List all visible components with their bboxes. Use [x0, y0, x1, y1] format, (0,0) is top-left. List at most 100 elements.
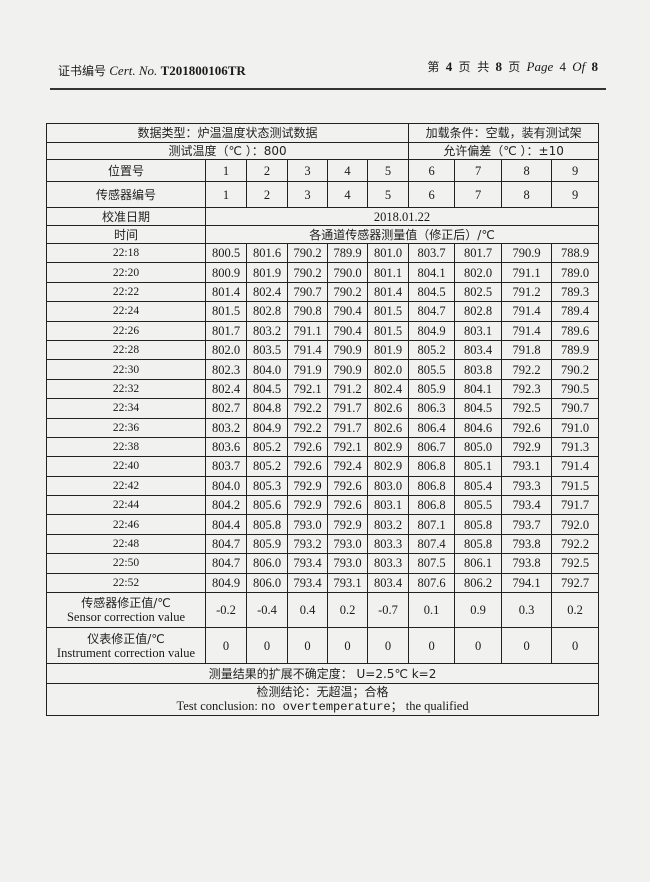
- measurement-cell: 804.9: [408, 320, 456, 341]
- measurement-cell: 792.6: [287, 436, 328, 458]
- time-cell: 22:26: [46, 320, 206, 341]
- measurement-cell: 790.9: [327, 339, 368, 361]
- sensor-number: 1: [205, 181, 247, 208]
- measurement-cell: 801.9: [246, 262, 288, 283]
- tolerance: 允许偏差（℃ ）：±10: [408, 142, 600, 160]
- time-cell: 22:44: [46, 495, 206, 516]
- measurement-cell: 802.4: [366, 378, 410, 400]
- position-number: 6: [408, 159, 456, 182]
- measurement-cell: 806.8: [408, 495, 456, 516]
- table-row: 22:38 803.6 805.2 792.6 792.1 802.9 806.7 805.0…: [46, 436, 600, 458]
- page-cn-suffix: 页: [508, 60, 521, 74]
- measurement-cell: 805.9: [246, 533, 288, 555]
- instrument-correction-value: 0: [501, 627, 553, 665]
- measurement-cell: 805.5: [454, 495, 503, 516]
- measurement-cell: 793.0: [287, 514, 328, 535]
- time-cell: 22:46: [46, 514, 206, 535]
- measurement-cell: 790.7: [551, 398, 600, 419]
- table-row: 22:32 802.4 804.5 792.1 791.2 802.4 805.9 804.1…: [46, 378, 600, 400]
- measurement-cell: 804.7: [205, 553, 247, 574]
- measurement-cell: 791.0: [551, 417, 600, 438]
- measurement-cell: 805.8: [454, 533, 503, 555]
- measurement-cell: 803.1: [366, 495, 410, 516]
- measurement-cell: 789.3: [551, 281, 600, 303]
- measurement-cell: 794.1: [501, 572, 553, 594]
- measurement-cell: 790.0: [327, 262, 368, 283]
- measurement-cell: 792.0: [551, 514, 600, 535]
- measurement-cell: 807.6: [408, 572, 456, 594]
- measurement-cell: 800.5: [205, 242, 247, 264]
- measurement-cell: 805.2: [246, 456, 288, 477]
- measurement-cell: 793.7: [501, 514, 553, 535]
- measurement-cell: 803.3: [366, 533, 410, 555]
- time-cell: 22:52: [46, 572, 206, 594]
- time-cell: 22:42: [46, 475, 206, 497]
- measurement-cell: 801.5: [366, 320, 410, 341]
- measurement-cell: 791.4: [551, 456, 600, 477]
- measurement-cell: 790.2: [327, 281, 368, 303]
- measurement-cell: 803.3: [366, 553, 410, 574]
- measurement-cell: 791.7: [327, 417, 368, 438]
- measurement-cell: 804.9: [205, 572, 247, 594]
- measurement-cell: 806.8: [408, 456, 456, 477]
- table-row: 22:30 802.3 804.0 791.9 790.9 802.0 805.5 803.8…: [46, 359, 600, 380]
- measurement-cell: 791.9: [287, 359, 328, 380]
- measurement-cell: 805.0: [454, 436, 503, 458]
- measurement-cell: 792.9: [287, 495, 328, 516]
- measurement-cell: 804.0: [205, 475, 247, 497]
- conclusion: 检测结论：无超温；合格 Test conclusion: no overtemp…: [45, 683, 600, 717]
- conclusion-en-prefix: Test conclusion:: [176, 699, 262, 714]
- measurement-cell: 791.7: [551, 495, 600, 516]
- measurement-cell: 803.2: [366, 514, 410, 535]
- measurement-cell: 804.7: [408, 301, 456, 322]
- measurement-cell: 805.3: [246, 475, 288, 497]
- measurement-cell: 801.7: [454, 242, 503, 264]
- measurement-cell: 790.2: [287, 242, 328, 264]
- furnace-temperature-table: 数据类型：炉温温度状态测试数据 加载条件：空载，装有测试架 测试温度（℃ ）：8…: [45, 123, 600, 717]
- measurement-cell: 793.4: [287, 572, 328, 594]
- measurement-cell: 805.4: [454, 475, 503, 497]
- measurement-cell: 802.9: [366, 456, 410, 477]
- measurement-cell: 792.9: [327, 514, 368, 535]
- measurement-cell: 793.0: [327, 553, 368, 574]
- sensor-correction-value: -0.2: [205, 592, 247, 629]
- sensor-number: 9: [551, 181, 600, 208]
- time-cell: 22:20: [46, 262, 206, 283]
- measurement-cell: 802.3: [205, 359, 247, 380]
- measurement-cell: 804.7: [205, 533, 247, 555]
- table-row: 22:20 800.9 801.9 790.2 790.0 801.1 804.1 802.0…: [46, 262, 600, 283]
- table-row: 22:48 804.7 805.9 793.2 793.0 803.3 807.4 805.8…: [46, 533, 600, 555]
- measurement-cell: 802.0: [454, 262, 503, 283]
- page-total-en: 8: [591, 59, 599, 74]
- measurement-cell: 803.6: [205, 436, 247, 458]
- sensor-correction-value: -0.4: [246, 592, 288, 629]
- measurement-cell: 791.2: [327, 378, 368, 400]
- measurement-cell: 803.7: [205, 456, 247, 477]
- instrument-correction-value: 0: [327, 627, 368, 665]
- measurement-cell: 804.8: [246, 398, 288, 419]
- measurement-cell: 801.4: [366, 281, 410, 303]
- measurement-cell: 792.1: [287, 378, 328, 400]
- measurement-cell: 790.5: [551, 378, 600, 400]
- uncertainty: 测量结果的扩展不确定度： U=2.5℃ k=2: [45, 663, 600, 685]
- cert-no: T201800106TR: [160, 63, 246, 78]
- position-number: 8: [501, 159, 553, 182]
- measurement-cell: 803.4: [366, 572, 410, 594]
- page-total: 8: [495, 59, 503, 74]
- position-number: 3: [287, 159, 328, 182]
- instrument-correction-label-cn: 仪表修正值/℃: [87, 631, 165, 646]
- page-cn-prefix: 第: [427, 60, 440, 74]
- measurement-cell: 805.5: [408, 359, 456, 380]
- measurement-cell: 792.7: [551, 572, 600, 594]
- measurement-cell: 804.0: [246, 359, 288, 380]
- measurement-cell: 802.4: [246, 281, 288, 303]
- instrument-correction-value: 0: [408, 627, 456, 665]
- measurement-cell: 790.9: [327, 359, 368, 380]
- table-row: 22:22 801.4 802.4 790.7 790.2 801.4 804.5 802.5…: [46, 281, 600, 303]
- measurement-cell: 801.6: [246, 242, 288, 264]
- measurement-cell: 802.8: [246, 301, 288, 322]
- measurement-cell: 802.5: [454, 281, 503, 303]
- page-en-of: Of: [572, 59, 586, 74]
- time-cell: 22:30: [46, 359, 206, 380]
- measurement-cell: 801.5: [366, 301, 410, 322]
